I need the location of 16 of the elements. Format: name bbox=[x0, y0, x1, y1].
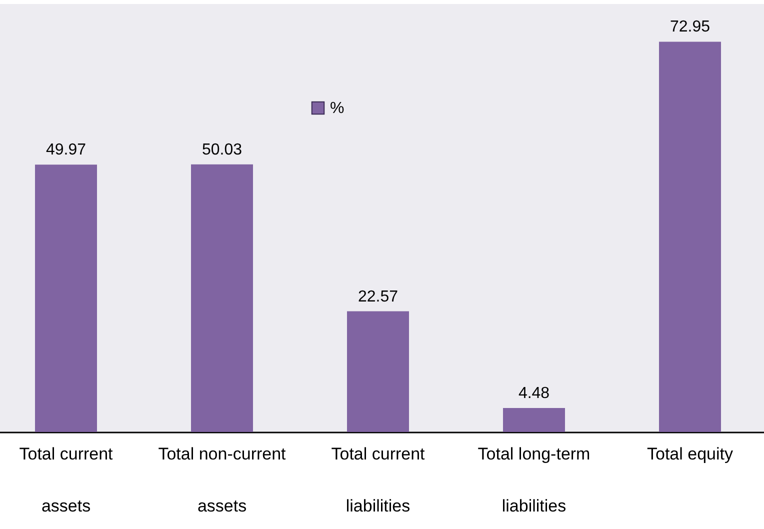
bar bbox=[503, 408, 565, 432]
category-label: Total long-term liabilities bbox=[478, 444, 590, 516]
category-label: Total non-current assets bbox=[158, 444, 286, 516]
data-label: 50.03 bbox=[202, 141, 242, 158]
data-label: 22.57 bbox=[358, 288, 398, 306]
category-label: Total current assets bbox=[19, 444, 113, 516]
x-tick-label: Total equity bbox=[647, 444, 734, 464]
category-label: Total current liabilities bbox=[331, 444, 425, 516]
data-label: 72.95 bbox=[670, 18, 710, 36]
data-label: 4.48 bbox=[518, 385, 550, 402]
legend-label: % bbox=[330, 100, 344, 117]
bar bbox=[35, 164, 97, 432]
bar bbox=[191, 164, 253, 432]
bar bbox=[347, 311, 409, 432]
data-label: 49.97 bbox=[46, 142, 86, 159]
bar bbox=[659, 42, 721, 432]
